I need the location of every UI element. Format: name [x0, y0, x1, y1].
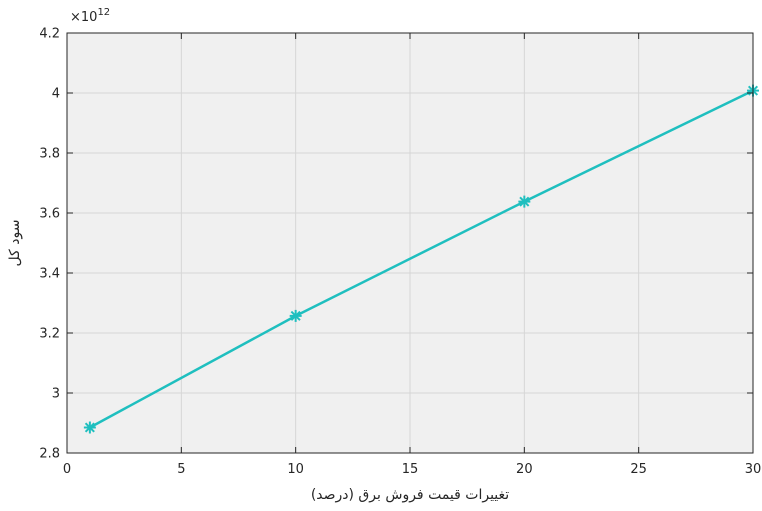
- series-line: [89, 89, 754, 429]
- y-tick-labels: 2.8 3 3.2 3.4 3.6 3.8 4 4.2: [39, 27, 60, 462]
- x-axis-label: تغییرات قیمت فروش برق (درصد): [311, 487, 509, 503]
- y-tick-label: 2.8: [39, 447, 60, 462]
- x-tick-label: 30: [745, 462, 762, 477]
- y-axis-label: سود کل: [7, 220, 23, 267]
- x-tick-labels: 0 5 10 15 20 25 30: [63, 462, 761, 477]
- marker-stroke: [84, 422, 95, 433]
- x-tick-label: 20: [516, 462, 533, 477]
- y-axis-multiplier: ×1012: [70, 7, 110, 25]
- tick-marks: [66, 32, 754, 454]
- x-tick-label: 15: [402, 462, 419, 477]
- y-tick-label: 4: [52, 87, 60, 102]
- x-tick-label: 0: [63, 462, 71, 477]
- data-point-marker: [289, 309, 302, 322]
- x-tick-label: 5: [177, 462, 185, 477]
- marker-stroke: [290, 310, 301, 321]
- y-tick-label: 3.2: [39, 327, 60, 342]
- y-tick-label: 3.8: [39, 147, 60, 162]
- series-layer: [83, 84, 759, 434]
- data-point-marker: [518, 195, 531, 208]
- y-tick-label: 3.6: [39, 207, 60, 222]
- data-point-marker: [83, 421, 96, 434]
- x-tick-label: 25: [630, 462, 647, 477]
- marker-stroke: [519, 196, 530, 207]
- y-tick-label: 3.4: [39, 267, 60, 282]
- y-tick-label: 3: [52, 387, 60, 402]
- x-tick-label: 10: [287, 462, 304, 477]
- y-tick-label: 4.2: [39, 27, 60, 42]
